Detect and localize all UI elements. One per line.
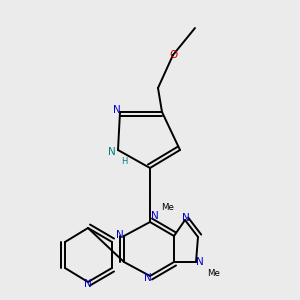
Text: N: N — [84, 279, 92, 289]
Text: N: N — [182, 213, 190, 223]
Text: N: N — [116, 230, 124, 240]
Text: O: O — [169, 50, 177, 60]
Text: N: N — [144, 273, 152, 283]
Text: N: N — [196, 257, 204, 267]
Text: Me: Me — [162, 202, 174, 211]
Text: N: N — [113, 105, 121, 115]
Text: H: H — [121, 158, 127, 166]
Text: N: N — [151, 211, 159, 221]
Text: N: N — [108, 147, 116, 157]
Text: Me: Me — [208, 269, 220, 278]
